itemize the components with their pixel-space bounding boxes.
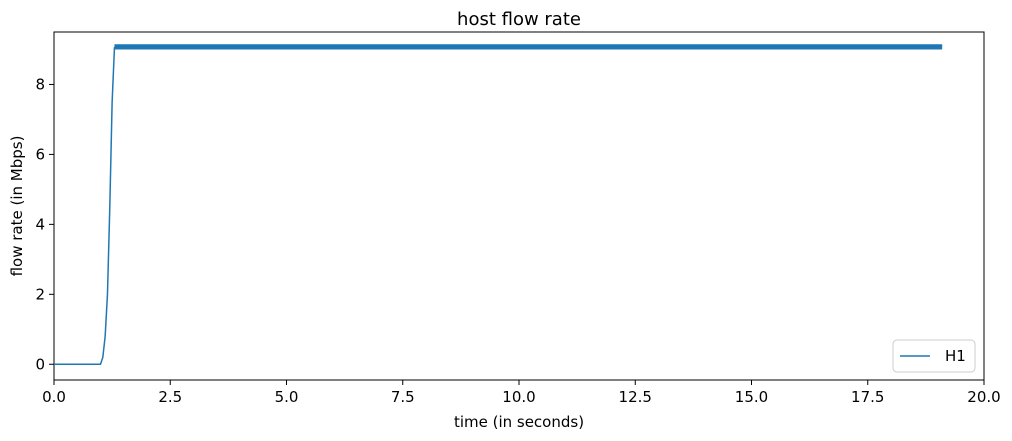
legend-label-h1: H1 bbox=[945, 347, 966, 365]
x-axis: 0.0 2.5 5.0 7.5 10.0 12.5 15.0 17.5 20.0 bbox=[42, 380, 1001, 406]
y-tick-label: 2 bbox=[35, 285, 45, 303]
y-tick-label: 4 bbox=[35, 215, 45, 233]
x-axis-label: time (in seconds) bbox=[454, 413, 584, 431]
legend-box bbox=[892, 339, 976, 373]
x-tick-label: 20.0 bbox=[967, 388, 1000, 406]
x-tick-label: 15.0 bbox=[735, 388, 768, 406]
x-tick-label: 2.5 bbox=[158, 388, 182, 406]
x-tick-label: 5.0 bbox=[275, 388, 299, 406]
y-tick-label: 8 bbox=[35, 75, 45, 93]
series-line-h1 bbox=[54, 45, 943, 366]
series-band-h1 bbox=[114, 44, 943, 50]
x-tick-label: 7.5 bbox=[391, 388, 415, 406]
y-tick-label: 6 bbox=[35, 145, 45, 163]
y-axis: 0 2 4 6 8 bbox=[35, 75, 54, 373]
x-tick-label: 17.5 bbox=[851, 388, 884, 406]
x-tick-label: 0.0 bbox=[42, 388, 66, 406]
legend: H1 bbox=[892, 339, 976, 373]
y-axis-label: flow rate (in Mbps) bbox=[8, 136, 26, 277]
series-layer bbox=[54, 44, 943, 366]
y-tick-label: 0 bbox=[35, 355, 45, 373]
x-tick-label: 12.5 bbox=[619, 388, 652, 406]
chart-title: host flow rate bbox=[457, 9, 581, 30]
x-tick-label: 10.0 bbox=[502, 388, 535, 406]
